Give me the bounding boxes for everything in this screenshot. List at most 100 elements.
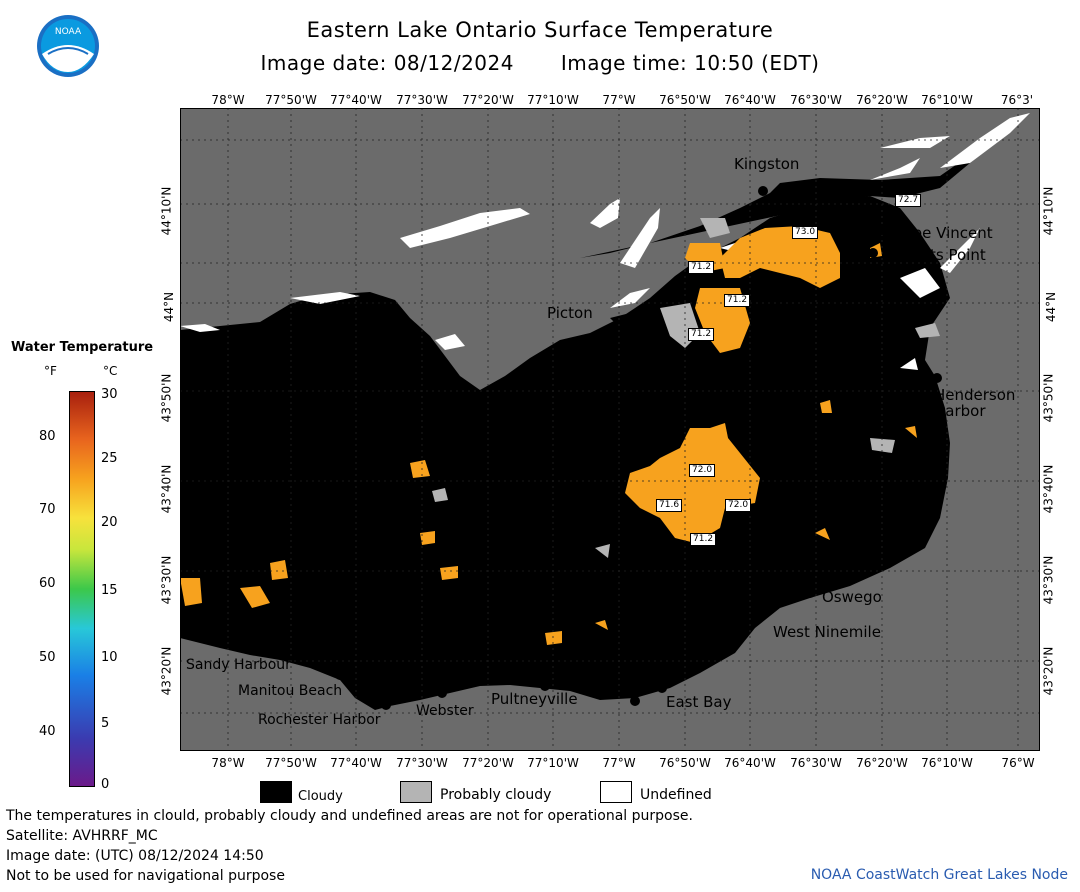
image-date: Image date: 08/12/2024 (260, 51, 514, 75)
colorbar-tick-c: 0 (101, 777, 110, 792)
temp-label: 71.6 (656, 499, 683, 512)
logo-text: NOAA (55, 27, 82, 37)
legend-label-probably-cloudy: Probably cloudy (440, 787, 552, 803)
image-datetime: Image date: 08/12/2024 Image time: 10:50… (0, 51, 1080, 75)
lat-label: 43°30'N (1041, 555, 1056, 605)
lat-label: 43°50'N (1041, 373, 1056, 423)
place-cape-vincent: Cape Vincent (893, 224, 993, 242)
lon-label: 78°W (211, 756, 245, 770)
undefined-areas (180, 113, 1030, 370)
map-frame (180, 108, 1040, 751)
footer-utc-date: Image date: (UTC) 08/12/2024 14:50 (6, 848, 264, 864)
colorbar-tick-c: 15 (101, 583, 118, 598)
colorbar-title: Water Temperature (11, 340, 154, 355)
colorbar-tick-f: 40 (39, 724, 56, 739)
colorbar-tick-f: 50 (39, 650, 56, 665)
colorbar-unit-f: °F (44, 364, 57, 378)
temp-label: 72.0 (725, 499, 752, 512)
temp-label: 71.2 (724, 294, 751, 307)
place-sandy-harbour: Sandy Harbour (186, 657, 291, 673)
colorbar-unit-c: °C (103, 364, 118, 378)
lon-label: 77°30'W (396, 756, 448, 770)
lat-label: 43°40'N (1041, 464, 1056, 514)
lon-label: 76°10'W (921, 756, 973, 770)
temp-label: 73.0 (792, 226, 819, 239)
colorbar (69, 391, 95, 787)
image-time: Image time: 10:50 (EDT) (560, 51, 820, 75)
lon-label: 76°W (1001, 756, 1035, 770)
lon-label: 77°W (602, 756, 636, 770)
colorbar-tick-c: 20 (101, 515, 118, 530)
lon-label: 76°3' (1000, 93, 1034, 107)
colorbar-tick-c: 25 (101, 451, 118, 466)
lon-label: 76°50'W (659, 93, 711, 107)
legend-swatch-undefined (600, 781, 632, 803)
legend-swatch-probably-cloudy (400, 781, 432, 803)
place-webster: Webster (416, 703, 474, 719)
lon-label: 77°50'W (265, 756, 317, 770)
lat-label: 44°10'N (159, 186, 174, 236)
lat-label: 43°30'N (159, 555, 174, 605)
temperature-map (180, 108, 1040, 751)
footer-credit: NOAA CoastWatch Great Lakes Node (810, 867, 1068, 883)
north-shore-cloud (580, 118, 1020, 258)
place-kingston: Kingston (734, 155, 800, 173)
legend-label-cloudy: Cloudy (298, 789, 343, 804)
footer-nav-warning: Not to be used for navigational purpose (6, 868, 285, 884)
lon-label: 76°30'W (790, 756, 842, 770)
lon-label: 76°50'W (659, 756, 711, 770)
lat-label: 44°N (1044, 291, 1059, 323)
lat-label: 43°20'N (1041, 646, 1056, 696)
lon-label: 77°10'W (527, 93, 579, 107)
lon-label: 77°W (602, 93, 636, 107)
temp-label: 71.2 (690, 533, 717, 546)
legend-label-undefined: Undefined (640, 787, 712, 803)
lon-label: 76°20'W (856, 93, 908, 107)
map-canvas (180, 108, 1040, 751)
place-west-ninemile: West Ninemile (773, 623, 881, 641)
place-pultneyville: Pultneyville (491, 690, 578, 708)
lon-label: 77°30'W (396, 93, 448, 107)
lon-label: 76°40'W (724, 756, 776, 770)
lon-label: 77°10'W (527, 756, 579, 770)
place-manitou-beach: Manitou Beach (238, 683, 343, 699)
colorbar-tick-c: 5 (101, 716, 110, 731)
place-picton: Picton (547, 304, 593, 322)
lat-label: 43°50'N (159, 373, 174, 423)
place-markers (265, 186, 942, 710)
place-oswego: Oswego (822, 588, 882, 606)
lon-label: 78°W (211, 93, 245, 107)
colorbar-tick-c: 10 (101, 650, 118, 665)
lon-label: 77°40'W (330, 756, 382, 770)
temp-label: 71.2 (688, 328, 715, 341)
lon-label: 76°40'W (724, 93, 776, 107)
footer-satellite: Satellite: AVHRRF_MC (6, 828, 158, 844)
lat-label: 43°20'N (159, 646, 174, 696)
lat-label: 44°N (162, 291, 177, 323)
temp-label: 72.7 (895, 194, 922, 207)
temp-label: 72.0 (689, 464, 716, 477)
colorbar-tick-f: 70 (39, 502, 56, 517)
lon-label: 76°30'W (790, 93, 842, 107)
temp-label: 71.2 (688, 261, 715, 274)
lon-label: 77°20'W (462, 756, 514, 770)
lon-label: 77°40'W (330, 93, 382, 107)
lat-label: 43°40'N (159, 464, 174, 514)
colorbar-tick-f: 80 (39, 429, 56, 444)
colorbar-tick-c: 30 (101, 387, 118, 402)
graticule (180, 108, 1040, 751)
lon-label: 76°10'W (921, 93, 973, 107)
lon-label: 77°50'W (265, 93, 317, 107)
footer-note: The temperatures in clould, probably clo… (6, 808, 693, 824)
lon-label: 76°20'W (856, 756, 908, 770)
lat-label: 44°10'N (1041, 186, 1056, 236)
place-east-bay: East Bay (666, 693, 732, 711)
place-henderson-harbor: Henderson Harbor (934, 386, 1016, 420)
page-title: Eastern Lake Ontario Surface Temperature (306, 18, 774, 42)
legend-swatch-cloudy (260, 781, 292, 803)
lon-label: 77°20'W (462, 93, 514, 107)
lake-cloud-area (180, 196, 950, 710)
noaa-logo: NOAA (36, 14, 100, 78)
place-tibbetts-point: Tibbetts Point (883, 246, 986, 264)
place-rochester-harbor: Rochester Harbor (258, 712, 381, 728)
